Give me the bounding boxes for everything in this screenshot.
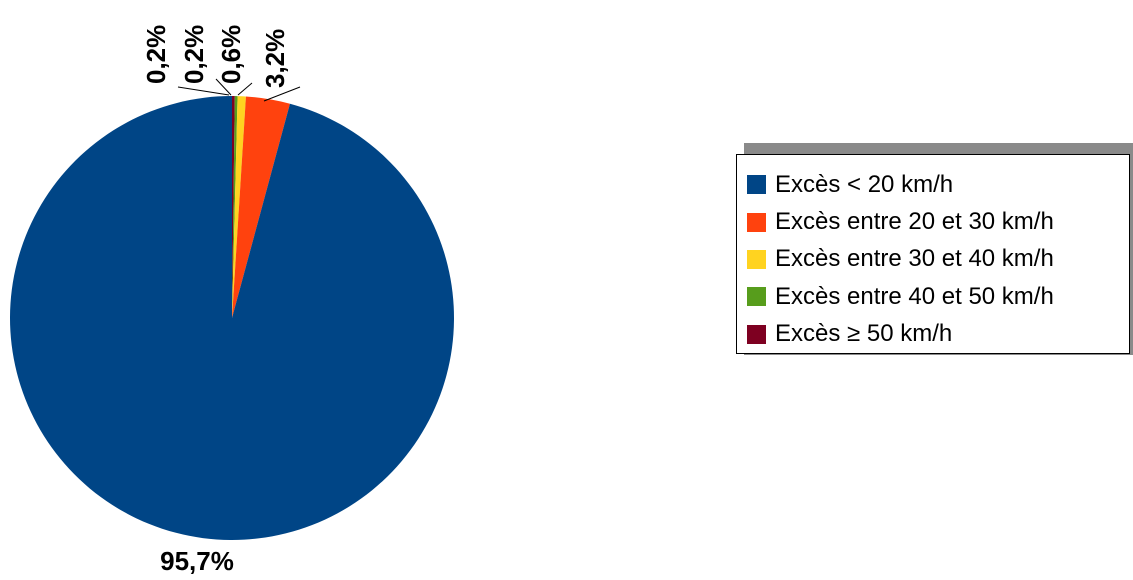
- leader-line-4: [177, 86, 230, 96]
- pie-slice-2: [232, 96, 246, 318]
- data-label-3: 0,2%: [179, 25, 209, 84]
- legend-label-3: Excès entre 40 et 50 km/h: [775, 282, 1054, 310]
- leader-line-2: [237, 82, 253, 96]
- leader-line-1: [263, 86, 301, 102]
- data-label-2: 0,6%: [216, 25, 246, 84]
- data-label-0: 95,7%: [160, 546, 234, 576]
- legend-item-1: Excès entre 20 et 30 km/h: [747, 203, 1129, 240]
- legend: Excès < 20 km/h Excès entre 20 et 30 km/…: [736, 154, 1130, 354]
- legend-label-0: Excès < 20 km/h: [775, 170, 954, 198]
- legend-item-4: Excès ≥ 50 km/h: [747, 316, 1129, 353]
- legend-swatch-2: [747, 249, 766, 269]
- legend-swatch-4: [747, 324, 766, 344]
- legend-item-2: Excès entre 30 et 40 km/h: [747, 241, 1129, 278]
- legend-label-2: Excès entre 30 et 40 km/h: [775, 245, 1054, 273]
- legend-label-1: Excès entre 20 et 30 km/h: [775, 208, 1054, 236]
- leader-lines: [177, 78, 301, 102]
- legend-swatch-1: [747, 212, 766, 232]
- legend-swatch-3: [747, 287, 766, 307]
- pie-slice-3: [232, 96, 238, 319]
- pie-slices: [9, 96, 454, 540]
- data-label-1: 3,2%: [260, 29, 290, 88]
- leader-line-3: [215, 78, 232, 96]
- legend-swatch-0: [747, 175, 766, 195]
- data-label-4: 0,2%: [141, 25, 171, 84]
- legend-item-3: Excès entre 40 et 50 km/h: [747, 278, 1129, 315]
- legend-label-4: Excès ≥ 50 km/h: [775, 320, 953, 348]
- pie-slice-1: [232, 96, 290, 318]
- pie-slice-4: [232, 96, 235, 318]
- pie-slice-0: [9, 96, 454, 540]
- data-labels: 0,2% 0,2% 0,6% 3,2%95,7%: [141, 25, 290, 576]
- legend-item-0: Excès < 20 km/h: [747, 166, 1129, 203]
